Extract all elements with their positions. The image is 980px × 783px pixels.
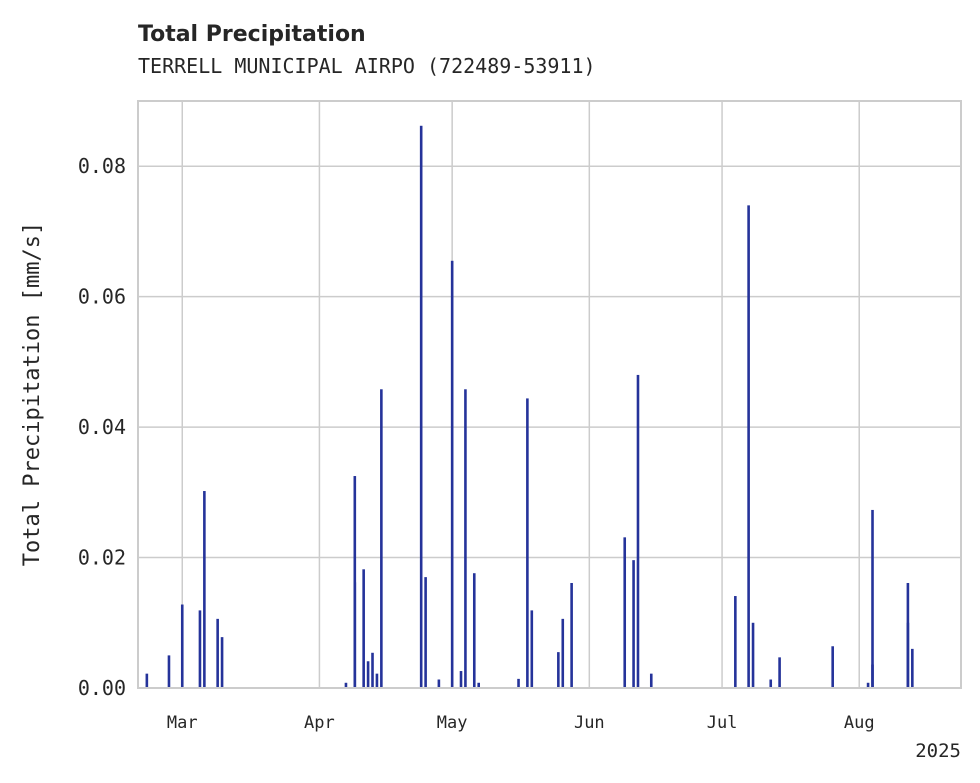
precipitation-bar [203, 491, 206, 688]
plot-frame [137, 100, 962, 689]
precipitation-bar [911, 648, 914, 688]
precipitation-bar [734, 596, 737, 688]
precipitation-bar [517, 678, 520, 688]
y-tick-label: 0.00 [78, 676, 126, 700]
precipitation-bar [424, 577, 427, 688]
precipitation-bar [167, 655, 171, 688]
x-tick-label: Apr [304, 713, 335, 733]
precipitation-bar [561, 618, 565, 688]
grid-lines [138, 101, 961, 688]
x-tick-label: Jun [574, 713, 605, 733]
y-axis-ticks: 0.00 0.02 0.04 0.06 0.08 [78, 154, 126, 700]
precipitation-bar [362, 569, 365, 688]
x-tick-label: Mar [167, 713, 198, 733]
precipitation-bar [437, 679, 441, 688]
precipitation-bar [464, 389, 467, 688]
precipitation-bar [353, 476, 357, 688]
chart-subtitle: TERRELL MUNICIPAL AIRPO (722489-53911) [138, 54, 596, 78]
precipitation-bar [477, 682, 480, 688]
precipitation-bar [632, 560, 635, 688]
y-axis-label: Total Precipitation [mm/s] [20, 222, 45, 566]
y-tick-label: 0.02 [78, 546, 126, 570]
chart-title: Total Precipitation [138, 22, 366, 47]
precipitation-bar [450, 260, 454, 688]
y-tick-label: 0.04 [78, 415, 126, 439]
y-tick-label: 0.08 [78, 154, 126, 178]
precipitation-bar [371, 652, 374, 688]
precipitation-bar [751, 622, 755, 688]
precipitation-bar [649, 673, 653, 688]
precipitation-bar [778, 657, 781, 688]
x-tick-label: May [437, 713, 468, 733]
precipitation-bar [769, 679, 773, 688]
precipitation-bar [380, 389, 383, 688]
precipitation-bar [344, 682, 348, 688]
precipitation-bar [419, 125, 423, 688]
precipitation-bar [906, 622, 910, 688]
precipitation-bar [623, 537, 627, 688]
precipitation-bar [198, 610, 202, 688]
precipitation-bar [557, 652, 560, 688]
precipitation-bar [871, 509, 874, 688]
precipitation-bar [530, 610, 534, 688]
precipitation-bars [145, 125, 914, 689]
precipitation-bar [526, 398, 529, 688]
precipitation-bar [570, 582, 573, 688]
precipitation-bar [831, 646, 834, 688]
precipitation-bar [145, 673, 149, 688]
precipitation-bar [866, 682, 870, 688]
precipitation-bar [636, 374, 640, 688]
x-axis-ticks: Mar Apr May Jun Jul Aug [167, 713, 875, 733]
precipitation-bar [216, 618, 219, 688]
precipitation-bar [472, 573, 476, 688]
x-tick-label: Jul [707, 713, 738, 733]
y-tick-label: 0.06 [78, 285, 126, 309]
precipitation-bar [375, 673, 379, 688]
x-axis-offset-label: 2025 [915, 740, 961, 762]
precipitation-bar [220, 637, 224, 688]
precipitation-bar [747, 205, 750, 689]
precipitation-bar [366, 661, 370, 688]
precipitation-bar [459, 671, 463, 688]
precipitation-bar [180, 604, 184, 688]
x-tick-label: Aug [844, 713, 875, 733]
